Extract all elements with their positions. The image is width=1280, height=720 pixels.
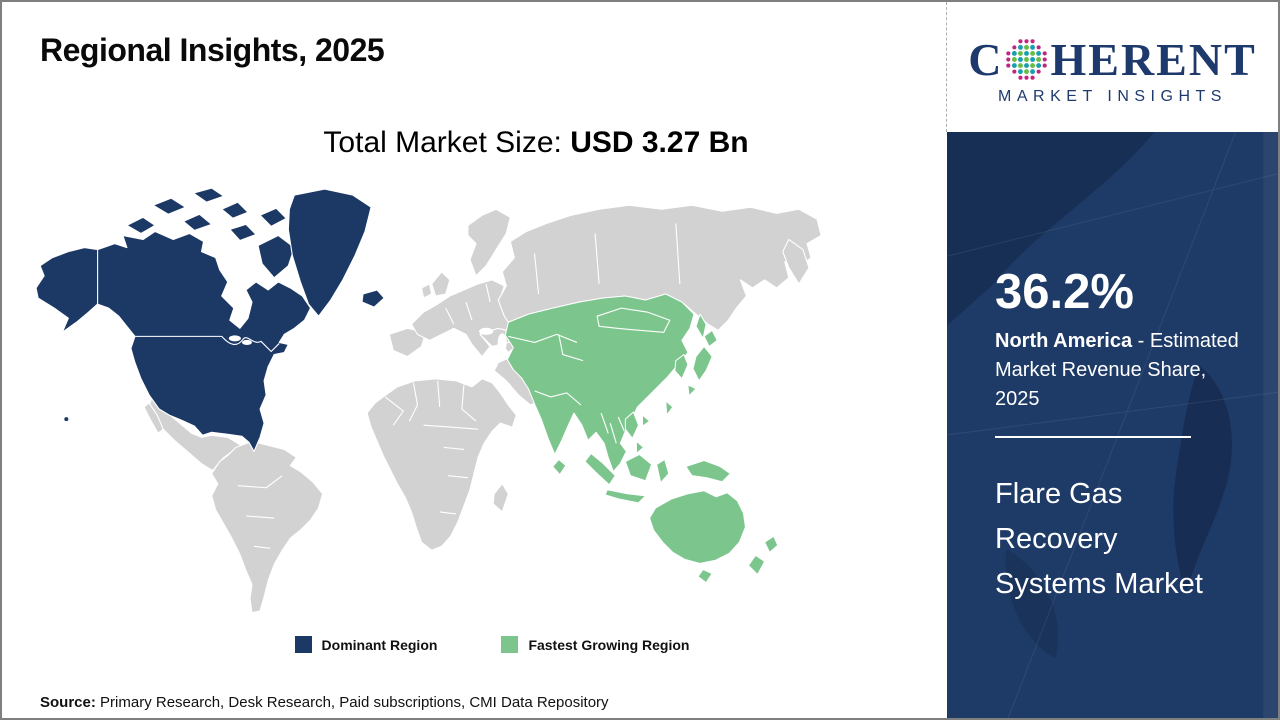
- map-region-asia-mainland: [504, 293, 695, 473]
- map-region-hainan: [642, 414, 651, 427]
- map-region-baffin-island: [257, 234, 295, 279]
- map-group-dominant-region: [35, 187, 385, 452]
- map-region-new-guinea: [685, 459, 731, 483]
- sidebar-divider: [995, 436, 1191, 438]
- map-region-iceland: [361, 289, 385, 308]
- map-legend: Dominant Region Fastest Growing Region: [42, 636, 942, 653]
- map-region-philippines-north: [624, 411, 639, 439]
- map-group-other-regions: [143, 204, 822, 614]
- market-share-region: North America: [995, 330, 1133, 352]
- market-share-caption: - Estimated Market Revenue Share, 2025: [995, 330, 1239, 410]
- map-region-tasmania: [697, 568, 713, 584]
- map-region-borneo: [624, 453, 653, 482]
- map-region-australia: [649, 490, 746, 564]
- map-region-africa: [366, 378, 517, 551]
- map-group-fastest-growing-region: [504, 293, 779, 584]
- map-region-arctic-island-7: [259, 207, 287, 227]
- map-region-sulawesi: [656, 458, 670, 484]
- brand-logo-letters-herent: HERENT: [1050, 33, 1257, 85]
- map-region-sri-lanka: [552, 458, 567, 476]
- page-title: Regional Insights, 2025: [40, 32, 385, 68]
- map-region-japan-kyushu: [687, 384, 697, 397]
- map-region-taiwan: [665, 400, 674, 416]
- map-region-kamchatka: [782, 238, 810, 285]
- map-region-java: [604, 489, 647, 504]
- brand-logo: C HERENT MARKET INSIGHTS: [946, 2, 1278, 132]
- map-region-sakhalin: [695, 313, 707, 339]
- source-line: Source: Primary Research, Desk Research,…: [40, 694, 609, 711]
- map-region-hawaii: [64, 417, 69, 422]
- brand-logo-letter-c: C: [968, 33, 1004, 85]
- map-region-north-america-mainland: [35, 230, 312, 452]
- map-region-sumatra: [584, 452, 616, 486]
- map-region-baja: [143, 402, 164, 434]
- total-market-size: Total Market Size: USD 3.27 Bn: [92, 126, 980, 160]
- map-region-iberia: [388, 327, 427, 358]
- market-name: Flare Gas Recovery Systems Market: [995, 478, 1203, 600]
- map-region-arctic-island-1: [126, 216, 156, 235]
- brand-logo-wordmark: C HERENT: [968, 33, 1257, 85]
- sidebar-map-texture: [947, 132, 1278, 718]
- total-market-size-value: USD 3.27 Bn: [570, 126, 749, 159]
- map-region-arctic-island-5: [221, 201, 249, 219]
- map-region-madagascar: [492, 483, 509, 513]
- map-region-arctic-island-2: [152, 197, 186, 215]
- map-region-korea: [674, 354, 689, 380]
- map-region-south-america: [211, 440, 324, 614]
- source-label: Source:: [40, 694, 96, 711]
- brand-logo-dot-sphere-icon: [1006, 39, 1048, 80]
- map-region-philippines-south: [635, 440, 645, 454]
- source-text: Primary Research, Desk Research, Paid su…: [95, 694, 609, 711]
- total-market-size-label: Total Market Size:: [323, 126, 571, 159]
- highlight-sidebar: 36.2% North America - Estimated Market R…: [947, 132, 1278, 718]
- map-group-water-bodies: [228, 327, 507, 352]
- market-share-description: North America - Estimated Market Revenue…: [995, 327, 1245, 414]
- map-region-greenland: [287, 188, 372, 317]
- map-region-new-zealand-south: [747, 554, 766, 576]
- map-region-ireland: [420, 283, 433, 299]
- map-region-arctic-island-6: [229, 223, 257, 242]
- legend-swatch-dominant: [294, 636, 312, 653]
- map-group-internal-borders: [97, 223, 681, 549]
- map-region-uk: [431, 271, 451, 297]
- map-region-japan-hokkaido: [703, 329, 718, 347]
- legend-swatch-fastest-growing: [501, 636, 519, 653]
- map-region-japan-honshu: [692, 345, 713, 382]
- legend-item-dominant: Dominant Region: [294, 636, 438, 653]
- map-region-new-zealand-north: [764, 535, 779, 553]
- map-region-scandinavia: [467, 208, 511, 277]
- legend-item-fastest-growing: Fastest Growing Region: [501, 636, 689, 653]
- world-map: [30, 182, 918, 628]
- brand-logo-subtitle: MARKET INSIGHTS: [998, 87, 1227, 105]
- sidebar-content: 36.2% North America - Estimated Market R…: [995, 268, 1250, 607]
- map-region-arctic-island-3: [182, 213, 213, 231]
- legend-label-dominant: Dominant Region: [321, 636, 438, 653]
- world-map-svg: [35, 187, 822, 614]
- legend-label-fastest-growing: Fastest Growing Region: [528, 636, 690, 653]
- map-region-arctic-island-4: [192, 187, 225, 203]
- market-share-value: 36.2%: [995, 265, 1134, 319]
